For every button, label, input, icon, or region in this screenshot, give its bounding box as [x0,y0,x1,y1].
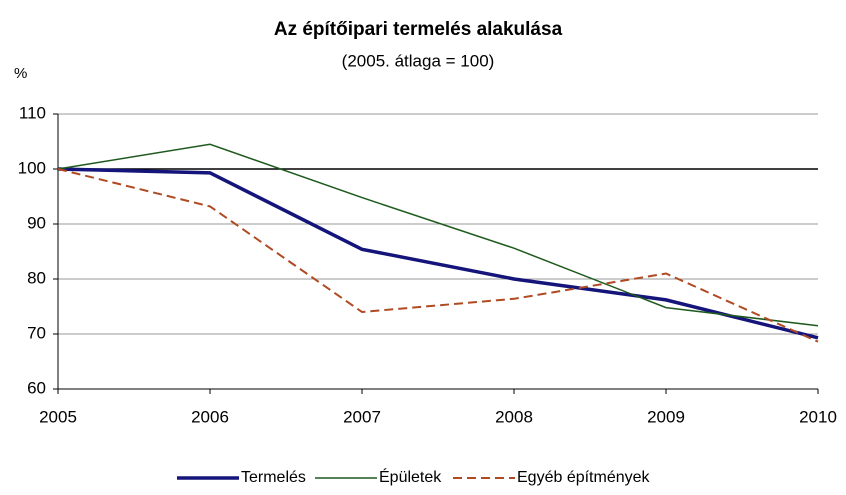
x-tick-label: 2006 [191,407,229,426]
chart-subtitle: (2005. átlaga = 100) [342,51,495,70]
x-tick-label: 2005 [39,407,77,426]
line-series [57,143,819,327]
legend-label: Termelés [241,469,306,486]
y-tick-label: 60 [27,378,46,397]
y-tick-label: 70 [27,323,46,342]
legend-label: Egyéb építmények [517,469,651,486]
x-tick-label: 2008 [495,407,533,426]
line-series [57,168,819,343]
x-tick-label: 2007 [343,407,381,426]
x-tick-label: 2010 [799,407,837,426]
y-axis-label: % [14,65,27,82]
y-tick-label: 90 [27,213,46,232]
chart-title: Az építőipari termelés alakulása [274,19,563,40]
y-tick-label: 80 [27,268,46,287]
line-series [57,167,819,340]
x-tick-label: 2009 [647,407,685,426]
y-tick-label: 100 [18,158,46,177]
legend-label: Épületek [379,467,442,486]
y-tick-label: 110 [19,103,46,122]
